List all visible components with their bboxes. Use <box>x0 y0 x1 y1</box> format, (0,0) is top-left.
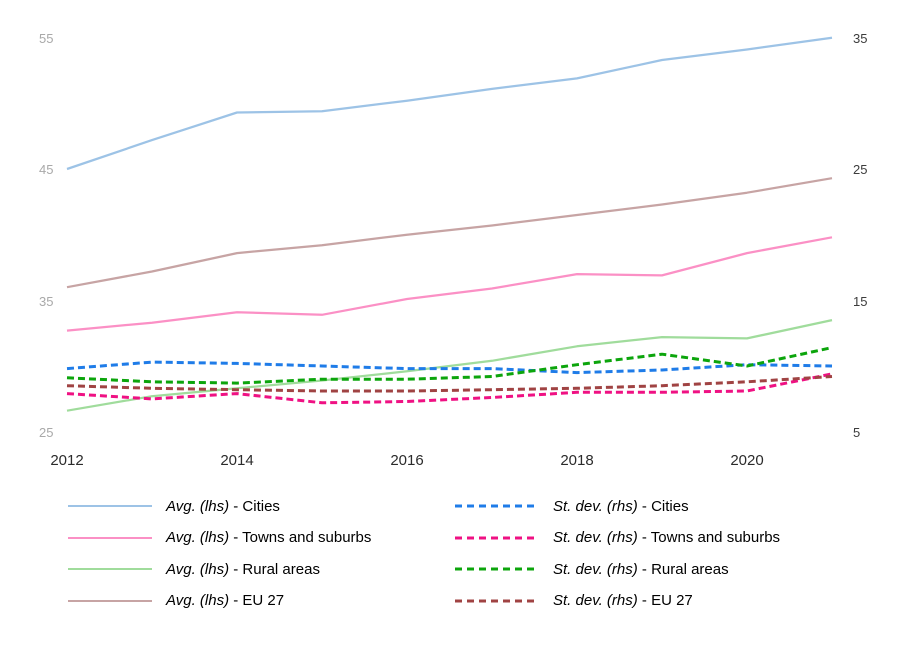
legend-label: Avg. (lhs) - EU 27 <box>166 592 285 609</box>
series-line-avg-lhs-cities <box>66 36 833 171</box>
legend-label: Avg. (lhs) - Cities <box>166 497 280 515</box>
legend-label: Avg. (lhs) - Rural areas <box>166 560 320 578</box>
series-line-avg-lhs-towns-and-suburbs <box>66 236 833 332</box>
x-axis-tick-2012: 2012 <box>50 452 84 469</box>
series-line-avg-lhs-eu-27 <box>66 177 833 289</box>
legend-item-avg-lhs-towns-and-suburbs: Avg. (lhs) - Towns and suburbs <box>68 528 371 548</box>
series-line-st-dev-rhs-eu-27 <box>66 375 833 393</box>
right-axis-tick-15: 15 <box>853 293 868 309</box>
right-axis-tick-25: 25 <box>853 162 868 178</box>
legend-item-avg-lhs-eu-27: Avg. (lhs) - EU 27 <box>68 591 284 611</box>
x-axis-tick-2016: 2016 <box>390 452 424 469</box>
legend-swatch-solid <box>68 536 152 539</box>
right-axis-tick-5: 5 <box>853 425 861 440</box>
plot-area <box>66 36 833 412</box>
legend-label: St. dev. (rhs) - Towns and suburbs <box>553 529 781 546</box>
legend-swatch-dashed <box>455 599 539 602</box>
left-axis-tick-35: 35 <box>39 293 54 309</box>
left-axis-tick-45: 45 <box>39 162 54 178</box>
left-axis-tick-25: 25 <box>39 425 54 440</box>
legend-label: St. dev. (rhs) - EU 27 <box>553 592 693 609</box>
legend-swatch-solid <box>68 505 152 507</box>
series-line-st-dev-rhs-cities <box>66 360 833 375</box>
legend-label: St. dev. (rhs) - Cities <box>553 497 689 515</box>
legend-label: Avg. (lhs) - Towns and suburbs <box>166 529 372 546</box>
legend-swatch-solid <box>68 568 152 570</box>
legend-item-st-dev-rhs-cities: St. dev. (rhs) - Cities <box>455 496 689 516</box>
legend-item-st-dev-rhs-eu-27: St. dev. (rhs) - EU 27 <box>455 591 693 611</box>
legend-item-avg-lhs-cities: Avg. (lhs) - Cities <box>68 496 280 516</box>
legend-item-st-dev-rhs-rural-areas: St. dev. (rhs) - Rural areas <box>455 559 729 579</box>
legend-swatch-dashed <box>455 567 539 571</box>
x-axis-tick-2014: 2014 <box>220 452 254 469</box>
legend-swatch-dashed <box>455 536 539 539</box>
series-line-st-dev-rhs-rural-areas <box>66 346 833 385</box>
series-line-st-dev-rhs-towns-and-suburbs <box>66 372 833 405</box>
x-axis-tick-2020: 2020 <box>730 452 764 469</box>
legend-item-avg-lhs-rural-areas: Avg. (lhs) - Rural areas <box>68 559 320 579</box>
x-axis-tick-2018: 2018 <box>560 452 594 469</box>
legend-label: St. dev. (rhs) - Rural areas <box>553 560 729 578</box>
legend-swatch-solid <box>68 599 152 602</box>
series-line-avg-lhs-rural-areas <box>66 319 833 412</box>
legend-swatch-dashed <box>455 504 539 508</box>
right-axis-tick-35: 35 <box>853 31 868 46</box>
left-axis-tick-55: 55 <box>39 31 54 46</box>
legend-item-st-dev-rhs-towns-and-suburbs: St. dev. (rhs) - Towns and suburbs <box>455 528 780 548</box>
